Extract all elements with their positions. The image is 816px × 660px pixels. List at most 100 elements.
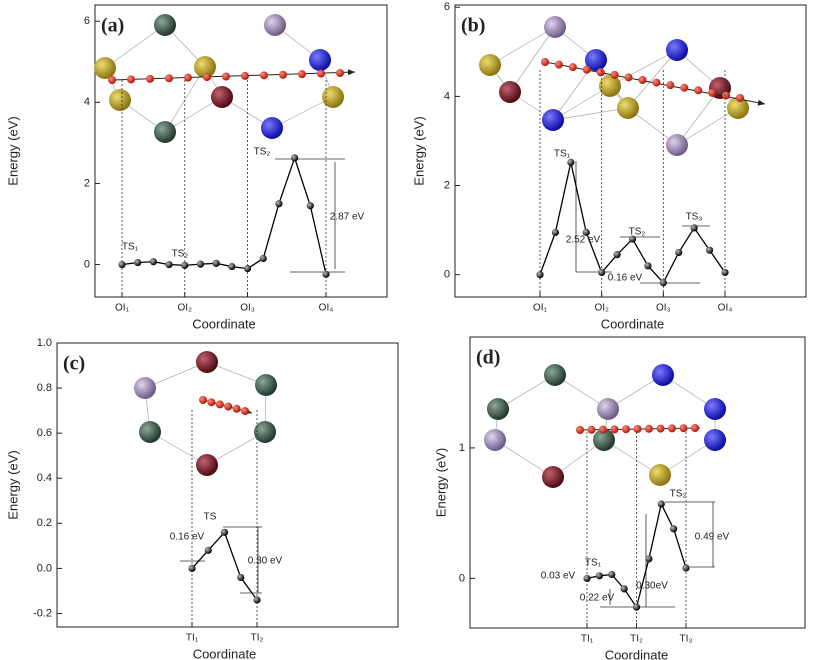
energy-point	[228, 262, 236, 271]
atom	[542, 109, 564, 131]
energy-point	[644, 262, 652, 270]
path-site	[624, 73, 633, 82]
energy-point	[134, 258, 142, 267]
energy-point	[582, 228, 590, 236]
path-site	[165, 74, 173, 83]
x-tick-label: OI₂	[594, 303, 609, 314]
bond	[676, 87, 721, 146]
path-site	[610, 425, 619, 434]
energy-point	[670, 525, 678, 533]
path-site	[241, 71, 249, 80]
annotation: TS₁	[554, 149, 571, 160]
atom	[487, 398, 509, 420]
bond	[676, 107, 739, 146]
bond	[552, 85, 611, 121]
x-tick-label: TI₁	[186, 633, 199, 644]
energy-point	[536, 271, 544, 279]
atom	[727, 97, 749, 119]
y-axis-title: Energy (eV)	[5, 450, 20, 519]
bond	[603, 439, 661, 476]
x-tick-label: OI₃	[656, 303, 671, 314]
atom	[666, 134, 688, 156]
path-site	[622, 425, 630, 434]
atom	[255, 374, 277, 396]
annotation: TS₁	[585, 558, 602, 569]
path-site	[207, 398, 216, 407]
panel-label: (d)	[476, 347, 500, 369]
path-site	[215, 400, 224, 409]
atom	[704, 398, 726, 420]
annotation: 0.03 eV	[541, 571, 576, 582]
path-site	[610, 70, 619, 79]
energy-point	[645, 555, 653, 563]
y-tick-label: 6	[84, 15, 90, 27]
energy-point	[259, 254, 267, 263]
energy-point	[690, 224, 698, 232]
energy-point	[204, 546, 212, 554]
atom	[194, 56, 216, 78]
y-tick-label: 0	[84, 258, 90, 270]
atom	[479, 54, 501, 76]
x-tick-label: TI₂	[251, 633, 264, 644]
panel-frame	[56, 342, 399, 628]
y-tick-label: 0	[459, 572, 465, 584]
y-tick-label: 0.6	[37, 427, 52, 439]
atom	[649, 464, 671, 486]
path-site	[336, 69, 344, 77]
y-tick-label: 2	[444, 179, 450, 191]
panel-frame	[94, 4, 388, 298]
atom	[134, 377, 156, 399]
annotation: 0.22 eV	[580, 593, 615, 604]
arrow-head	[757, 99, 765, 106]
energy-point	[628, 235, 637, 243]
x-axis-title: Coordinate	[193, 646, 257, 660]
atom	[109, 89, 131, 111]
x-axis-title: Coordinate	[601, 316, 665, 331]
atom	[585, 49, 607, 71]
energy-point	[657, 500, 665, 508]
path-site	[668, 424, 676, 433]
path-site	[582, 65, 591, 74]
energy-point	[181, 261, 189, 269]
energy-point	[196, 260, 205, 268]
bond	[494, 439, 554, 478]
atom	[666, 39, 688, 61]
atom	[597, 398, 619, 420]
panel-label: (a)	[101, 15, 124, 37]
energy-point	[253, 596, 261, 604]
y-tick-label: -0.2	[33, 607, 52, 619]
panel-frame	[469, 336, 806, 629]
path-site	[722, 91, 731, 100]
energy-point	[705, 246, 714, 254]
y-axis-title: Energy (eV)	[411, 116, 426, 185]
bond	[144, 361, 208, 389]
atom	[261, 117, 283, 139]
bond	[497, 374, 556, 410]
energy-point	[291, 154, 299, 162]
y-tick-label: 0.4	[37, 472, 52, 484]
path-site	[587, 425, 596, 434]
x-tick-label: OI₄	[718, 303, 733, 314]
y-tick-label: 1.0	[37, 337, 52, 349]
x-tick-label: TI₁	[581, 634, 594, 645]
bond	[164, 66, 206, 133]
atom	[544, 16, 566, 38]
annotation: TS₂	[670, 489, 687, 500]
x-tick-label: OI₄	[319, 303, 334, 314]
panel-label: (c)	[63, 353, 85, 375]
path-site	[691, 424, 699, 432]
energy-point	[212, 259, 220, 267]
annotation: TS₂	[254, 147, 271, 158]
energy-point	[220, 528, 229, 536]
path-site	[184, 73, 192, 82]
energy-point	[659, 279, 667, 287]
path-site	[554, 60, 563, 69]
path-site	[108, 76, 116, 84]
path-site	[596, 68, 605, 77]
path-site	[317, 69, 325, 78]
path-site	[680, 83, 689, 92]
annotation: TS₃	[686, 212, 703, 223]
atom	[211, 86, 233, 108]
energy-point	[165, 260, 173, 269]
